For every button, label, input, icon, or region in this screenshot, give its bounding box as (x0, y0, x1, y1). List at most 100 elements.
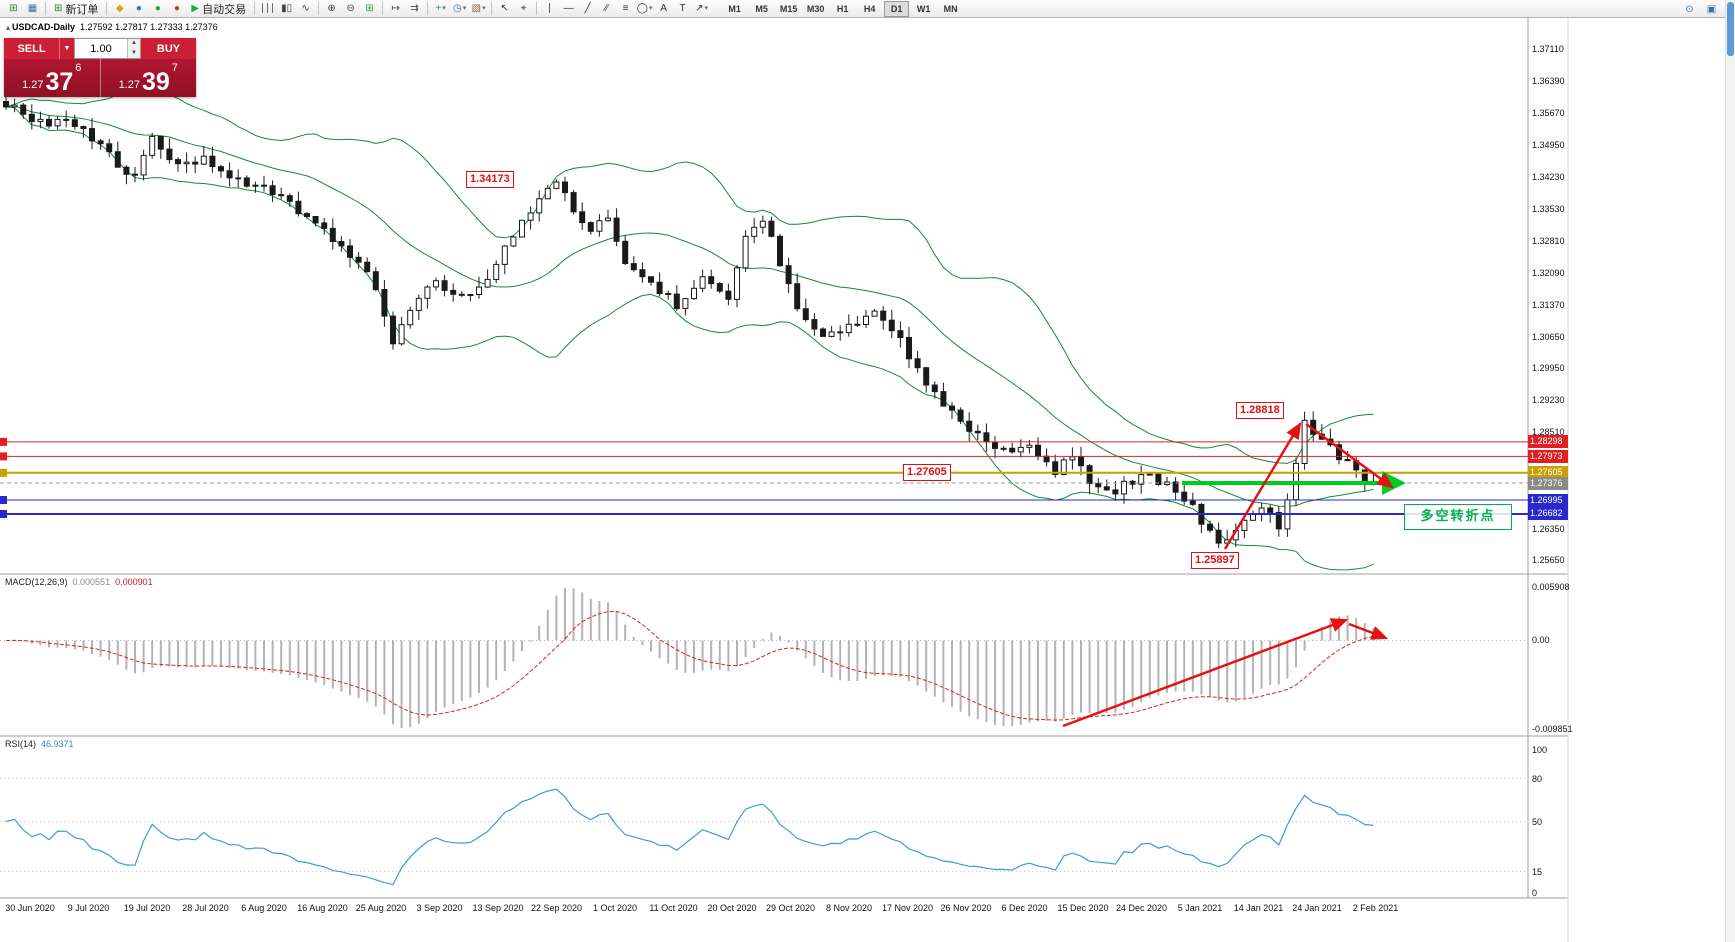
scrollbar-thumb[interactable] (1727, 2, 1734, 56)
chart-canvas[interactable] (0, 18, 1735, 942)
new-order-button[interactable]: ⊞ 新订单 (49, 1, 103, 16)
price-flag-annotation[interactable]: 1.34173 (466, 171, 514, 188)
trendline-icon[interactable]: ╱ (584, 3, 591, 14)
candlestick-chart-icon[interactable]: ▮▯ (281, 3, 293, 14)
tile-windows-icon[interactable]: ⊞ (365, 3, 374, 14)
auto-scroll-icon[interactable]: ⇉ (410, 3, 419, 14)
date-axis-label: 3 Sep 2020 (416, 903, 463, 913)
date-axis-label: 14 Jan 2021 (1233, 903, 1284, 913)
timeframe-m30[interactable]: M30 (806, 3, 825, 14)
auto-trading-button-icon: ▶ (191, 3, 200, 14)
channel-icon[interactable]: ∕∕ (604, 3, 609, 14)
chart-title: ▴ USDCAD-Daily 1.27592 1.27817 1.27333 1.2… (6, 22, 218, 32)
rsi-axis-label: 80 (1532, 773, 1543, 784)
rsi-axis-label: 15 (1532, 866, 1543, 877)
timeframe-w1[interactable]: W1 (916, 3, 931, 14)
chart-shift-icon[interactable]: ↦ (391, 3, 400, 14)
fibonacci-icon[interactable]: ≡ (622, 3, 629, 14)
cursor-icon[interactable]: ↖ (500, 3, 509, 14)
toolbar-separator (427, 2, 429, 15)
crosshair-icon[interactable]: ⌖ (520, 3, 527, 14)
periods-icon[interactable]: ◷ ▾ (452, 3, 467, 14)
price-axis-label: 1.37110 (1532, 44, 1564, 54)
dropdown-caret-icon: ▾ (442, 5, 446, 12)
turning-point-label[interactable]: 多空转折点 (1404, 504, 1512, 530)
timeframe-m5[interactable]: M5 (755, 3, 768, 14)
search-icon[interactable]: ⊙ (1685, 4, 1694, 15)
vertical-line-icon[interactable]: ∣ (547, 3, 553, 14)
volume-down-icon[interactable]: ▼ (128, 48, 140, 58)
date-axis-label: 16 Aug 2020 (297, 903, 348, 913)
date-axis-label: 17 Nov 2020 (881, 903, 934, 913)
buy-price-big: 39 (141, 68, 170, 96)
community-icon[interactable]: ● (154, 3, 161, 14)
toolbar-separator (106, 2, 108, 15)
toolbar-separator (382, 2, 384, 15)
one-click-trading-panel: SELL ▼ ▲ ▼ BUY 1.27 37 6 (4, 38, 196, 97)
timeframe-mn[interactable]: MN (943, 3, 958, 14)
price-flag-annotation[interactable]: 1.25897 (1191, 552, 1239, 569)
volume-input[interactable] (75, 39, 127, 58)
date-axis-label: 15 Dec 2020 (1057, 903, 1109, 913)
date-axis-label: 5 Jan 2021 (1177, 903, 1223, 913)
buy-price-prefix: 1.27 (118, 79, 140, 91)
text-label-icon[interactable]: T (679, 3, 686, 14)
auto-trading-button[interactable]: ▶ 自动交易 (186, 1, 251, 16)
date-axis-label: 25 Aug 2020 (355, 903, 407, 913)
horizontal-line-icon[interactable]: ― (563, 3, 574, 14)
zoom-out-icon[interactable]: ⊖ (346, 3, 355, 14)
sell-price[interactable]: 1.27 37 6 (4, 59, 100, 97)
timeframe-d1[interactable]: D1 (884, 0, 910, 17)
buy-price[interactable]: 1.27 39 7 (101, 59, 197, 97)
chart-profiles-icon[interactable]: ▦ (27, 3, 38, 14)
price-tag: 1.26995 (1528, 493, 1568, 507)
timeframe-h4[interactable]: H4 (863, 3, 876, 14)
date-axis-label: 6 Dec 2020 (1001, 903, 1048, 913)
rsi-layer (0, 778, 1528, 886)
toolbar-separator (45, 2, 46, 15)
alerts-icon[interactable]: ● (173, 3, 180, 14)
toolbar-right-icons: ⊙ ▣ (1680, 1, 1721, 18)
dropdown-caret-icon: ▾ (482, 5, 486, 12)
sell-button[interactable]: SELL (4, 38, 59, 59)
text-icon[interactable]: A (660, 3, 667, 14)
line-chart-icon[interactable]: ∿ (301, 3, 310, 14)
macd-axis-min-label: -0.009851 (1532, 724, 1573, 734)
panels-icon[interactable]: ▣ (1706, 4, 1717, 15)
price-tag: 1.28298 (1528, 435, 1568, 449)
macd-main-value: 0.000551 (72, 577, 111, 587)
timeframe-h1[interactable]: H1 (836, 3, 849, 14)
new-chart-icon[interactable]: ⊞ (9, 3, 18, 14)
toolbar-icon-group: ⊞ ▦ ⊞ 新订单 ◆ ● ● ● ▶ 自动交易 ∣∣∣ ▮▯ ∿ ⊕ ⊖ ⊞ ↦ ⇉ + ▾ ◷ ▾ ▧ ▾ ↖ ⌖ ∣ ― ╱ ∕∕ ≡… (4, 0, 711, 17)
volume-dropdown-caret-icon[interactable]: ▼ (59, 38, 74, 59)
timeframe-m1[interactable]: M1 (728, 3, 741, 14)
volume-up-icon[interactable]: ▲ (128, 39, 140, 49)
date-axis-label: 19 Jul 2020 (123, 903, 171, 913)
buy-button[interactable]: BUY (141, 38, 196, 59)
price-axis-label: 1.29230 (1532, 395, 1565, 406)
zoom-in-icon[interactable]: ⊕ (327, 3, 336, 14)
toolbar-separator (491, 2, 493, 15)
price-flag-annotation[interactable]: 1.28818 (1236, 402, 1284, 419)
arrows-icon[interactable]: ↗ ▾ (695, 3, 709, 14)
sell-price-prefix: 1.27 (22, 79, 44, 91)
shapes-icon[interactable]: ◯ ▾ (636, 3, 653, 14)
timeframe-m15[interactable]: M15 (779, 3, 798, 14)
macd-layer (0, 588, 1528, 728)
date-axis-label: 22 Sep 2020 (530, 903, 583, 913)
dropdown-caret-icon: ▾ (704, 5, 709, 12)
bar-chart-icon[interactable]: ∣∣∣ (260, 3, 276, 14)
date-axis-label: 26 Nov 2020 (940, 903, 992, 913)
price-axis-label: 1.29950 (1532, 363, 1565, 374)
toolbar-separator (254, 2, 256, 15)
date-axis-label: 24 Dec 2020 (1115, 903, 1168, 913)
vertical-scrollbar[interactable] (1725, 0, 1735, 942)
price-axis-label: 1.36390 (1532, 76, 1565, 87)
price-flag-annotation[interactable]: 1.27605 (903, 464, 951, 481)
templates-icon[interactable]: ▧ ▾ (471, 3, 486, 14)
metaeditor-icon[interactable]: ◆ (116, 3, 124, 14)
market-icon[interactable]: ● (135, 3, 142, 14)
chart-window: ▴ USDCAD-Daily 1.27592 1.27817 1.27333 1.2… (0, 18, 1735, 942)
indicators-icon[interactable]: + ▾ (435, 3, 446, 14)
trade-panel-controls: SELL ▼ ▲ ▼ BUY (4, 38, 196, 59)
